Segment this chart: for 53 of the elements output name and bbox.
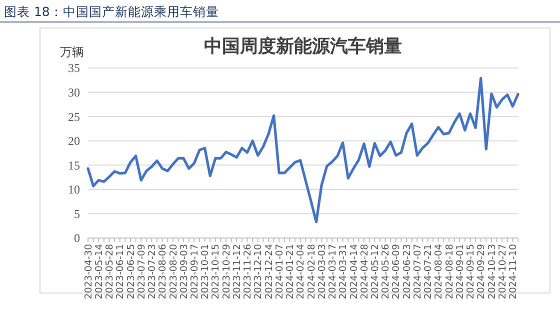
x-tick-label: 2023-04-30 <box>83 244 94 300</box>
x-tick-label: 2023-10-01 <box>200 244 212 300</box>
x-tick-label: 2024-02-18 <box>306 244 318 300</box>
y-tick-label: 0 <box>74 231 80 246</box>
y-tick-label: 10 <box>68 182 80 197</box>
x-tick-label: 2024-07-07 <box>412 244 424 300</box>
x-tick-label: 2023-12-10 <box>253 244 264 300</box>
chart-title: 中国周度新能源汽车销量 <box>204 36 402 56</box>
x-tick-label: 2023-08-06 <box>158 244 169 300</box>
x-tick-label: 2023-05-14 <box>94 244 105 300</box>
line-series <box>86 76 520 224</box>
y-tick-label: 30 <box>68 85 80 100</box>
y-tick-label: 20 <box>68 134 80 148</box>
x-tick-label: 2023-09-17 <box>190 244 200 300</box>
x-tick-label: 2024-07-21 <box>423 244 434 300</box>
x-tick-label: 2024-03-17 <box>328 244 339 300</box>
x-tick-label: 2023-11-12 <box>232 244 243 300</box>
x-tick-label: 2024-04-14 <box>348 244 360 300</box>
x-tick-label: 2024-10-27 <box>497 244 508 300</box>
x-tick-label: 2024-06-09 <box>391 244 402 300</box>
y-tick-label: 15 <box>68 158 80 172</box>
x-tick-label: 2023-12-24 <box>264 244 275 300</box>
x-tick-label: 2023-07-09 <box>136 244 148 300</box>
x-tick-label: 2024-01-07 <box>274 244 286 300</box>
x-tick-label: 2023-07-23 <box>147 244 158 300</box>
x-tick-label: 2024-08-04 <box>434 244 445 300</box>
x-tick-label: 2024-08-18 <box>444 244 456 300</box>
x-tick-label: 2024-05-26 <box>380 244 392 300</box>
x-tick-label: 2023-10-15 <box>210 244 222 300</box>
x-tick-label: 2024-10-13 <box>486 244 498 300</box>
chart-subtitle: 图表 18：中国国产新能源乘用车销量 <box>4 4 219 19</box>
x-tick-label: 2023-11-26 <box>242 244 254 300</box>
x-tick-label: 2024-04-28 <box>359 244 370 300</box>
y-tick-label: 25 <box>68 110 80 124</box>
x-tick-label: 2024-09-15 <box>466 244 477 300</box>
x-tick-label: 2024-02-04 <box>296 244 307 300</box>
y-axis-title: 万辆 <box>60 45 84 59</box>
x-tick-label: 2024-03-31 <box>338 244 350 300</box>
x-tick-label: 2024-05-12 <box>370 244 381 300</box>
x-tick-label: 2023-10-29 <box>221 244 232 300</box>
y-tick-label: 5 <box>74 206 80 221</box>
x-tick-label: 2024-03-03 <box>316 244 328 300</box>
x-tick-label: 2024-11-10 <box>508 244 520 300</box>
x-tick-label: 2024-09-01 <box>454 244 466 300</box>
x-tick-label: 2023-05-28 <box>104 244 116 300</box>
y-tick-label: 35 <box>68 61 80 76</box>
x-tick-label: 2023-06-25 <box>126 244 137 300</box>
x-tick-label: 2024-01-21 <box>285 244 296 300</box>
x-tick-label: 2023-09-03 <box>178 244 190 300</box>
x-tick-label: 2024-09-29 <box>476 244 488 300</box>
x-tick-label: 2023-06-11 <box>115 244 126 300</box>
x-tick-label: 2024-06-23 <box>402 244 413 300</box>
x-tick-label: 2023-08-20 <box>168 244 180 300</box>
